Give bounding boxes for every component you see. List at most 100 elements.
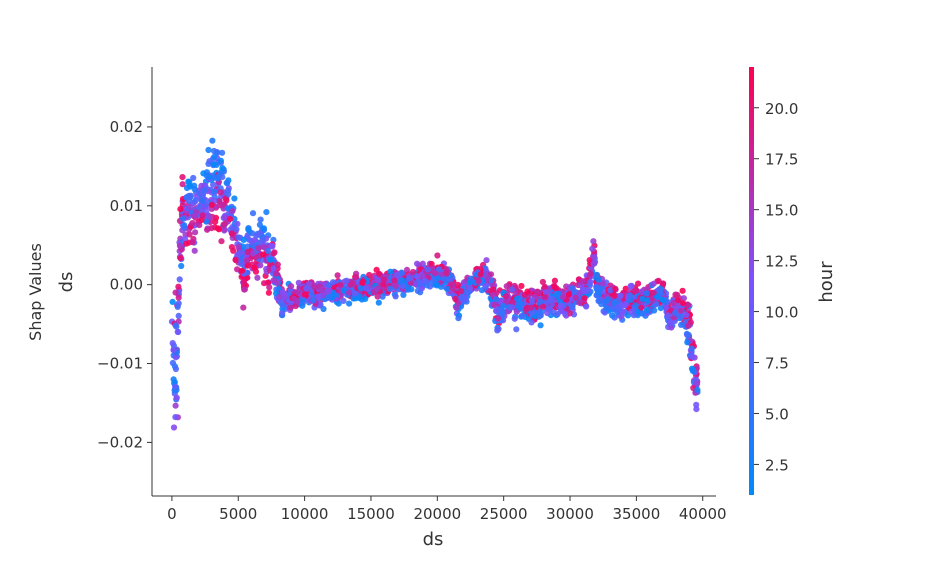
y-tick-label: 0.02 (110, 118, 143, 136)
scatter-point (494, 327, 501, 334)
scatter-point (343, 277, 350, 284)
scatter-point (189, 220, 196, 227)
scatter-point (366, 271, 373, 279)
scatter-point (209, 137, 216, 144)
scatter-point (254, 274, 261, 281)
scatter-point (674, 291, 681, 298)
scatter-point (257, 216, 264, 223)
scatter-point (533, 288, 541, 295)
scatter-point (444, 285, 451, 292)
scatter-point (267, 256, 274, 263)
scatter-point (325, 294, 332, 301)
scatter-point (612, 285, 619, 292)
scatter-point (511, 315, 518, 322)
scatter-point (528, 297, 535, 304)
scatter-point (172, 402, 179, 409)
scatter-point (184, 194, 191, 201)
scatter-point (175, 283, 182, 290)
scatter-point (611, 299, 618, 306)
scatter-point (231, 195, 238, 202)
scatter-point (569, 285, 576, 292)
scatter-point (189, 239, 196, 246)
scatter-point (657, 305, 664, 312)
scatter-point (279, 289, 286, 296)
scatter-point (443, 270, 450, 277)
scatter-point (688, 345, 695, 352)
scatter-point (579, 278, 586, 285)
scatter-point (398, 270, 405, 277)
scatter-point (391, 277, 398, 284)
scatter-point (266, 284, 273, 291)
scatter-point (169, 340, 176, 347)
scatter-point (169, 359, 176, 367)
scatter-point (405, 275, 412, 282)
scatter-point (670, 300, 677, 307)
scatter-point (260, 251, 267, 258)
scatter-point (173, 323, 180, 330)
scatter-point (232, 256, 239, 263)
scatter-point (693, 401, 700, 408)
scatter-point (683, 312, 690, 319)
scatter-point (414, 260, 421, 267)
scatter-point (299, 302, 306, 309)
scatter-point (541, 283, 549, 290)
scatter-points (168, 137, 701, 431)
scatter-point (320, 305, 327, 313)
scatter-point (539, 278, 547, 286)
scatter-point (318, 286, 325, 293)
scatter-point (375, 270, 383, 277)
scatter-point (191, 247, 198, 254)
scatter-point (537, 322, 544, 329)
scatter-point (593, 271, 601, 278)
scatter-point (455, 315, 462, 322)
scatter-point (615, 306, 622, 313)
scatter-point (196, 222, 203, 229)
scatter-point (659, 296, 666, 303)
scatter-point (174, 303, 181, 310)
scatter-point (241, 286, 248, 293)
scatter-point (172, 414, 179, 421)
scatter-point (392, 293, 399, 300)
colorbar (749, 67, 754, 495)
scatter-point (650, 280, 657, 287)
scatter-point (205, 146, 212, 154)
scatter-point (555, 290, 562, 297)
scatter-point (502, 293, 510, 300)
scatter-point (234, 251, 241, 258)
scatter-point (448, 281, 455, 289)
scatter-point (191, 212, 199, 219)
scatter-point (244, 262, 251, 269)
scatter-point (572, 294, 579, 301)
scatter-point (672, 309, 679, 316)
scatter-point (518, 312, 526, 319)
scatter-point (650, 289, 657, 296)
scatter-point (600, 280, 607, 287)
scatter-point (685, 331, 692, 339)
scatter-point (551, 284, 558, 291)
scatter-point (542, 294, 549, 301)
y-axis-title: ds (56, 272, 77, 293)
y-tick-label: −0.01 (97, 355, 143, 373)
scatter-point (244, 248, 251, 255)
scatter-point (644, 307, 651, 314)
scatter-point (694, 380, 701, 387)
scatter-point (253, 232, 260, 239)
scatter-point (487, 271, 495, 278)
scatter-point (337, 282, 344, 289)
colorbar-tick-label: 12.5 (765, 253, 798, 271)
scatter-point (409, 268, 417, 276)
scatter-point (630, 312, 638, 319)
scatter-point (638, 304, 645, 311)
scatter-point (434, 252, 441, 259)
scatter-point (422, 278, 430, 285)
y-tick-label: 0.00 (110, 276, 143, 294)
scatter-point (169, 298, 176, 305)
scatter-point (211, 153, 218, 160)
scatter-point (609, 312, 616, 319)
scatter-point (617, 292, 624, 299)
scatter-point (215, 226, 223, 233)
scatter-point (178, 262, 185, 270)
scatter-point (679, 287, 686, 294)
scatter-point (240, 304, 247, 311)
scatter-point (315, 293, 322, 300)
